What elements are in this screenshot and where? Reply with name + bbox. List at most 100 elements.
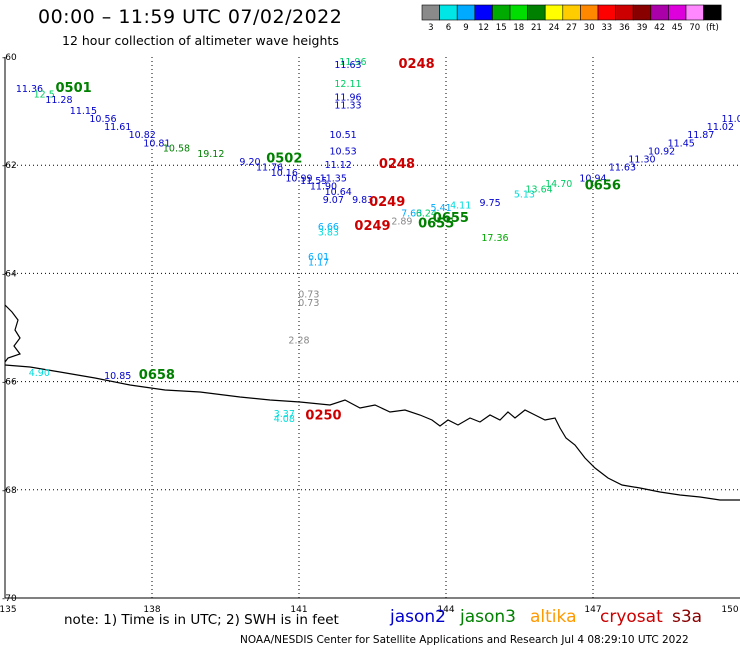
wave-height-label: 9.07	[323, 195, 344, 206]
color-scale-swatch	[439, 4, 458, 21]
wave-height-label: 10.64	[325, 187, 352, 198]
color-scale-label: 27	[566, 23, 577, 33]
wave-height-label: 4.11	[450, 200, 471, 211]
satellite-name-altika: altika	[530, 607, 577, 627]
satellite-name-jason3: jason3	[460, 607, 516, 627]
color-scale-swatch	[668, 4, 687, 21]
wave-height-label: 10.53	[329, 146, 356, 157]
color-scale-swatch	[580, 4, 599, 21]
wave-height-label: 11.30	[628, 154, 655, 165]
wave-height-label: 10.16	[271, 168, 298, 179]
wave-height-label: 3.37	[274, 409, 295, 420]
pass-time-label: 0248	[379, 157, 415, 172]
color-scale-label: 9	[463, 23, 468, 33]
page-title: 00:00 – 11:59 UTC 07/02/2022	[38, 6, 343, 28]
wave-height-label: 11.02	[707, 122, 734, 133]
footer-note: note: 1) Time is in UTC; 2) SWH is in fe…	[64, 612, 339, 628]
color-scale-label: (ft)	[706, 23, 719, 33]
color-scale-swatch	[456, 4, 476, 21]
wave-height-label: 10.58	[163, 144, 190, 155]
color-scale-swatch	[562, 4, 581, 21]
page-subtitle: 12 hour collection of altimeter wave hei…	[62, 33, 339, 48]
pass-time-label: 0501	[56, 81, 92, 96]
wave-height-label: 9.20	[239, 157, 260, 168]
pass-time-label: 0656	[585, 179, 621, 194]
wave-height-label: 7.63	[401, 209, 422, 220]
lon-tick-label: 147	[584, 605, 601, 615]
color-scale-label: 36	[619, 23, 630, 33]
wave-height-label: 11.35	[320, 173, 347, 184]
color-scale: 3 6 9 12 15 18 21 24 27 30 33 36 39 42 45 70 (ft)	[421, 4, 722, 33]
color-scale-label: 24	[549, 23, 560, 33]
wave-height-label: 12.5	[34, 90, 55, 101]
wave-height-label: 0.73	[298, 298, 319, 309]
wave-height-label: 11.63	[334, 60, 361, 71]
color-scale-label: 70	[689, 23, 700, 33]
lon-tick-label: 138	[143, 605, 160, 615]
pass-time-label: 0249	[369, 195, 405, 210]
lat-tick-label: -66	[2, 378, 17, 388]
color-scale-swatch	[509, 4, 528, 21]
color-scale-label: 39	[637, 23, 648, 33]
color-scale-swatch	[632, 4, 652, 21]
lon-tick-label: 135	[0, 605, 17, 615]
wave-height-label: 1.17	[308, 257, 329, 268]
wave-height-label: 11.96	[334, 92, 361, 103]
pass-time-label: 0248	[399, 57, 435, 72]
lat-tick-label: -60	[2, 53, 17, 63]
wave-height-label: 14.70	[545, 179, 572, 190]
lat-tick-label: -64	[2, 269, 17, 279]
color-scale-label: 30	[584, 23, 595, 33]
color-scale-swatch	[685, 4, 704, 21]
wave-height-label: 10.85	[104, 371, 131, 382]
wave-height-label: 10.81	[143, 138, 170, 149]
wave-height-label: 11.45	[668, 138, 695, 149]
coastline	[4, 304, 740, 501]
color-scale-label: 3	[428, 23, 433, 33]
pass-time-label: 0249	[354, 219, 390, 234]
wave-height-label: 11.90	[310, 182, 337, 193]
color-scale-label: 12	[478, 23, 489, 33]
wave-height-label: 9.83	[352, 195, 373, 206]
color-scale-label: 15	[496, 23, 507, 33]
color-scale-swatch	[474, 4, 493, 21]
color-scale-swatch	[527, 4, 546, 21]
color-scale-label: 45	[672, 23, 683, 33]
wave-height-label: 6.24	[416, 209, 437, 220]
color-scale-label: 21	[531, 23, 542, 33]
wave-height-label: 11.12	[325, 160, 352, 171]
wave-height-label: 11.87	[687, 130, 714, 141]
wave-height-label: 6.01	[308, 252, 329, 263]
wave-height-label: 5.41	[431, 203, 452, 214]
wave-height-label: 11.05	[721, 114, 740, 125]
wave-height-label: 10.56	[89, 114, 116, 125]
color-scale-swatch	[703, 4, 722, 21]
wave-height-label: 11.61	[104, 122, 131, 133]
credit-line: NOAA/NESDIS Center for Satellite Applica…	[240, 634, 689, 646]
pass-time-label: 0250	[305, 408, 341, 423]
wave-height-label: 11.28	[45, 95, 72, 106]
wave-height-label: 10.82	[129, 130, 156, 141]
color-scale-swatch	[597, 4, 616, 21]
wave-height-label: 10.51	[329, 130, 356, 141]
wave-height-label: 11.76	[256, 163, 283, 174]
lat-tick-label: -70	[2, 594, 17, 604]
color-scale-label: 6	[446, 23, 451, 33]
lat-tick-label: -68	[2, 486, 17, 496]
wave-height-label: 0.73	[298, 290, 319, 301]
color-scale-swatch	[615, 4, 634, 21]
wave-height-label: 11.55	[300, 176, 327, 187]
color-scale-label: 18	[513, 23, 524, 33]
lon-tick-label: 141	[290, 605, 307, 615]
wave-height-label: 10.92	[648, 146, 675, 157]
wave-height-label: 11.15	[70, 106, 97, 117]
lat-tick-label: -62	[2, 161, 17, 171]
wave-height-label: 11.63	[609, 163, 636, 174]
satellite-name-jason2: jason2	[390, 607, 446, 627]
wave-height-label: 19.12	[197, 149, 224, 160]
wave-height-label: 9.75	[480, 198, 501, 209]
wave-height-label: 5.13	[514, 190, 535, 201]
wave-height-label: 12.11	[334, 79, 361, 90]
